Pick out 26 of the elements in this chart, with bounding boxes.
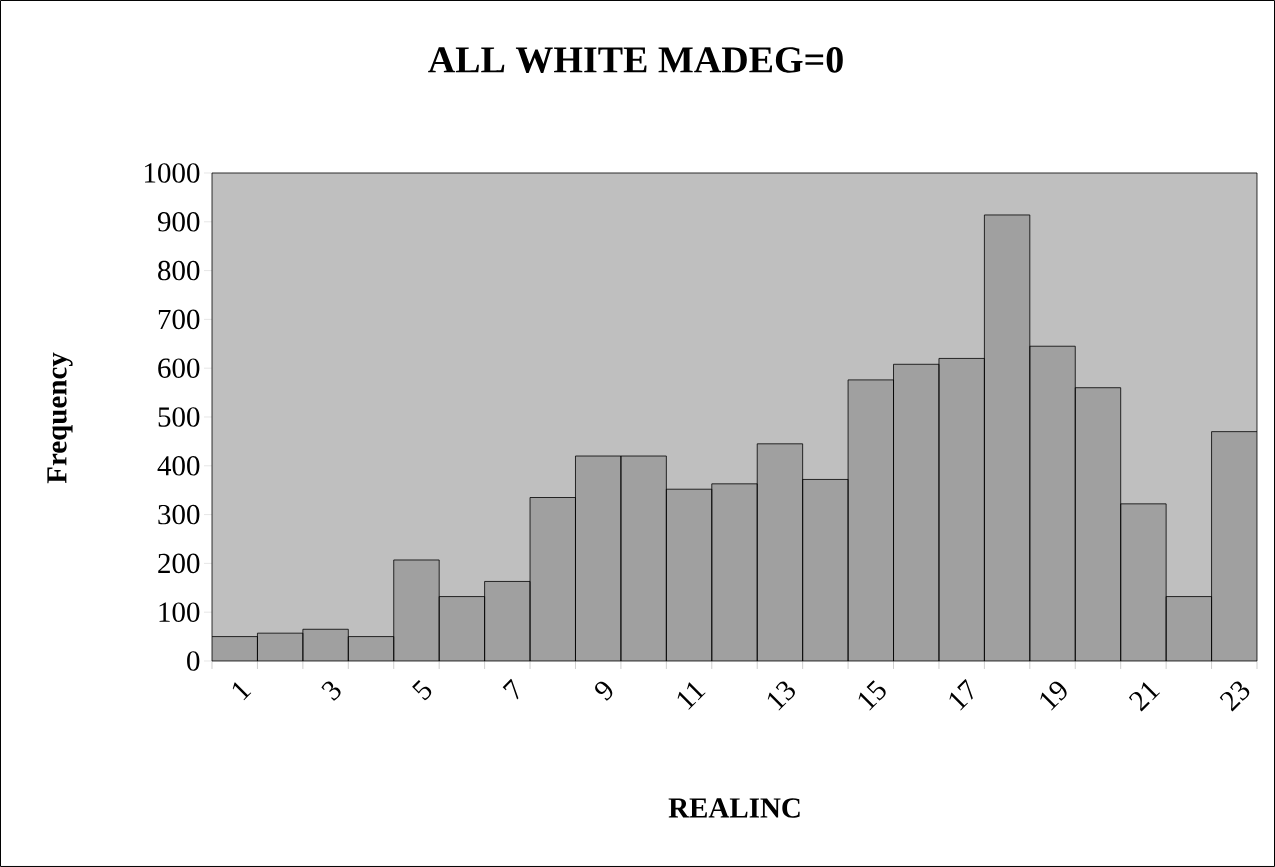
y-tick-label: 100 <box>159 602 200 622</box>
x-tick-label: 9 <box>595 681 613 701</box>
y-axis-title: Frequency <box>47 352 73 484</box>
x-tick-label: 11 <box>677 682 706 710</box>
y-tick-label: 300 <box>158 504 200 525</box>
y-tick-label: 1000 <box>145 163 200 183</box>
x-tick-label: 17 <box>949 678 973 711</box>
y-tick-label: 700 <box>158 309 200 330</box>
chart-title: ALL WHITE MADEG=0 <box>428 47 843 73</box>
y-tick-label: 900 <box>157 212 200 232</box>
y-tick-label: 400 <box>157 456 200 476</box>
x-tick-label: 21 <box>1128 682 1160 712</box>
x-tick-label: 15 <box>858 680 886 711</box>
x-tick-label: 3 <box>321 681 341 701</box>
x-tick-label: 5 <box>412 680 432 701</box>
y-tick-label: 0 <box>187 651 200 671</box>
x-tick-label: 19 <box>1040 681 1067 711</box>
x-tick-label: 13 <box>767 681 795 711</box>
x-tick-label: 23 <box>1219 681 1250 712</box>
y-tick-label: 500 <box>158 407 200 427</box>
y-tick-label: 200 <box>158 553 200 574</box>
x-tick-label: 7 <box>502 678 519 700</box>
x-tick-label: 1 <box>232 682 252 701</box>
y-tick-label: 800 <box>158 260 200 281</box>
y-tick-label: 600 <box>158 358 200 378</box>
x-axis-title: REALINC <box>668 798 800 818</box>
